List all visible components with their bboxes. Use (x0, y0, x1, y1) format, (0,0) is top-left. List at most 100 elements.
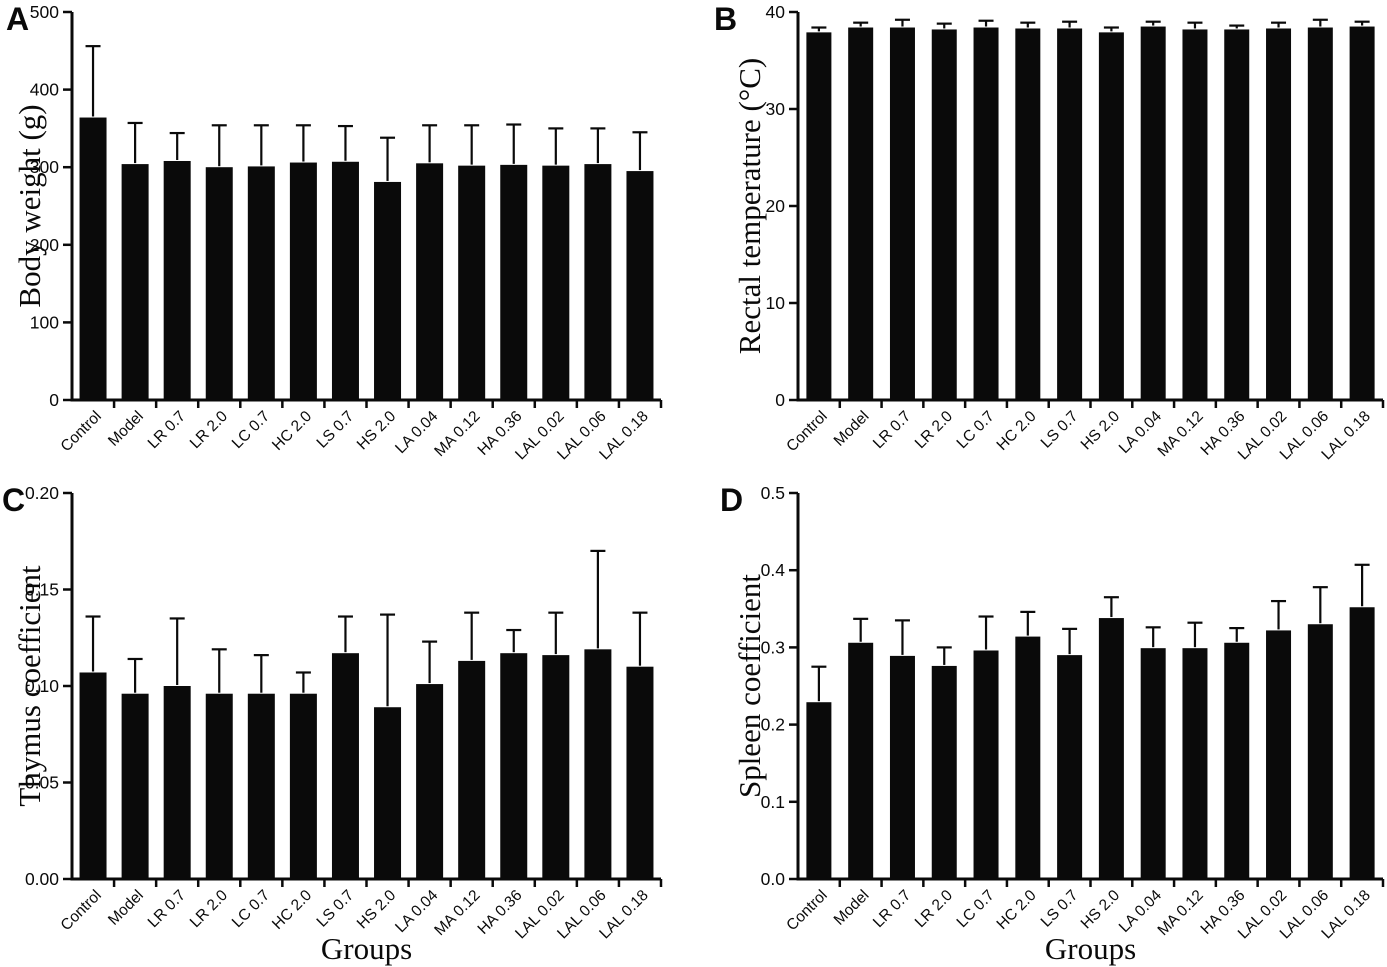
panel-c-thymus-coefficient: 0.00 0.05 0.10 0.15 0.20 Control Model LR 0.7 LR… (0, 483, 694, 967)
x-category-label: LR 2.0 (912, 887, 957, 932)
bar (289, 693, 317, 879)
panel-letter: D (720, 483, 743, 518)
bar (1098, 618, 1124, 879)
bar (584, 164, 612, 400)
bar (79, 117, 107, 400)
x-category-label: HC 2.0 (269, 887, 315, 933)
bar (1098, 32, 1124, 401)
x-axis-title: Groups (321, 931, 412, 966)
panel-a-body-weight: 0 100 200 300 400 500 Control Model LR 0.7 LR 2.0… (0, 0, 694, 483)
panel-letter: B (714, 1, 737, 37)
y-tick-label: 400 (30, 80, 59, 100)
bar (542, 165, 570, 400)
x-category-label: Control (58, 408, 105, 455)
bar (1266, 28, 1292, 401)
x-category-label: LR 0.7 (145, 887, 189, 931)
bar (1266, 630, 1292, 879)
bar (1182, 648, 1208, 879)
x-category-label: LR 0.7 (870, 408, 914, 452)
y-tick-label: 20 (766, 196, 786, 216)
y-axis-title: Spleen coefficient (732, 574, 767, 798)
x-category-label: Control (783, 887, 830, 934)
x-category-label: Control (58, 887, 105, 934)
bar (584, 649, 612, 879)
x-category-label: Control (783, 408, 830, 455)
y-axis-title: Thymus coefficient (12, 565, 47, 807)
bar (121, 693, 149, 879)
y-tick-label: 0.15 (25, 580, 59, 600)
bar (163, 160, 191, 400)
x-category-label: HC 2.0 (994, 887, 1040, 933)
bar (1015, 28, 1041, 401)
y-tick-label: 10 (766, 293, 786, 313)
y-tick-label: 0.5 (761, 483, 785, 503)
bar (374, 181, 402, 400)
y-tick-label: 0.0 (761, 869, 786, 889)
bar (331, 161, 359, 400)
y-tick-label: 0.1 (761, 792, 785, 812)
bar (542, 655, 570, 879)
y-tick-label: 0.05 (25, 773, 59, 793)
x-category-label: Model (105, 408, 147, 450)
x-category-label: LS 0.7 (314, 408, 358, 452)
bar (1349, 26, 1375, 401)
x-category-label: LR 0.7 (145, 408, 189, 452)
y-tick-label: 0.4 (761, 560, 786, 580)
x-category-label: HC 2.0 (994, 408, 1040, 454)
bar (1057, 655, 1083, 879)
x-category-label: LC 0.7 (229, 408, 273, 452)
y-tick-label: 300 (30, 157, 59, 177)
bar (331, 653, 359, 879)
x-category-label: LC 0.7 (229, 887, 273, 931)
bar (626, 666, 654, 879)
panel-d-spleen-coefficient: 0.0 0.1 0.2 0.3 0.4 0.5 Control Model LR 0.7 LR 2… (694, 483, 1387, 967)
x-category-label: LC 0.7 (954, 408, 998, 452)
x-category-label: LR 2.0 (187, 408, 232, 453)
x-category-label: Model (105, 887, 147, 929)
bar (1057, 28, 1083, 401)
bar (1224, 642, 1250, 879)
bar (1140, 648, 1166, 879)
bar (163, 686, 191, 879)
bar (374, 707, 402, 879)
bar (500, 164, 528, 400)
panel-b-rectal-temperature: 0 10 20 30 40 Control Model LR 0.7 LR 2.0 LC 0.7 H… (694, 0, 1387, 483)
y-axis-title: Rectal temperature (°C) (732, 58, 767, 354)
x-category-label: LR 0.7 (870, 887, 914, 931)
bar (205, 167, 233, 400)
x-category-label: MA 0.12 (1155, 408, 1207, 460)
bar (458, 165, 486, 400)
bar (1015, 636, 1041, 879)
bar (1182, 29, 1208, 401)
y-tick-label: 0.20 (25, 483, 59, 503)
bar (848, 642, 874, 879)
bar (247, 166, 275, 400)
x-category-label: MA 0.12 (431, 408, 483, 460)
bar (289, 162, 317, 400)
x-category-label: HC 2.0 (269, 408, 315, 454)
x-category-label: LC 0.7 (954, 887, 998, 931)
y-tick-label: 500 (30, 2, 59, 22)
y-tick-label: 0.00 (25, 869, 59, 889)
bar (458, 660, 486, 879)
x-category-label: LS 0.7 (1038, 408, 1082, 452)
y-tick-label: 200 (30, 235, 59, 255)
bar (500, 653, 528, 879)
bar (889, 27, 915, 401)
bar (416, 163, 444, 400)
y-tick-label: 30 (766, 99, 786, 119)
bar (1224, 29, 1250, 401)
panel-letter: A (6, 1, 29, 37)
bar (931, 29, 957, 401)
bar (626, 171, 654, 400)
bar (1307, 624, 1333, 879)
x-category-label: MA 0.12 (431, 887, 483, 939)
bar (1140, 26, 1166, 401)
y-tick-label: 0.10 (25, 676, 59, 696)
bar (931, 665, 957, 879)
panel-letter: C (2, 483, 25, 518)
